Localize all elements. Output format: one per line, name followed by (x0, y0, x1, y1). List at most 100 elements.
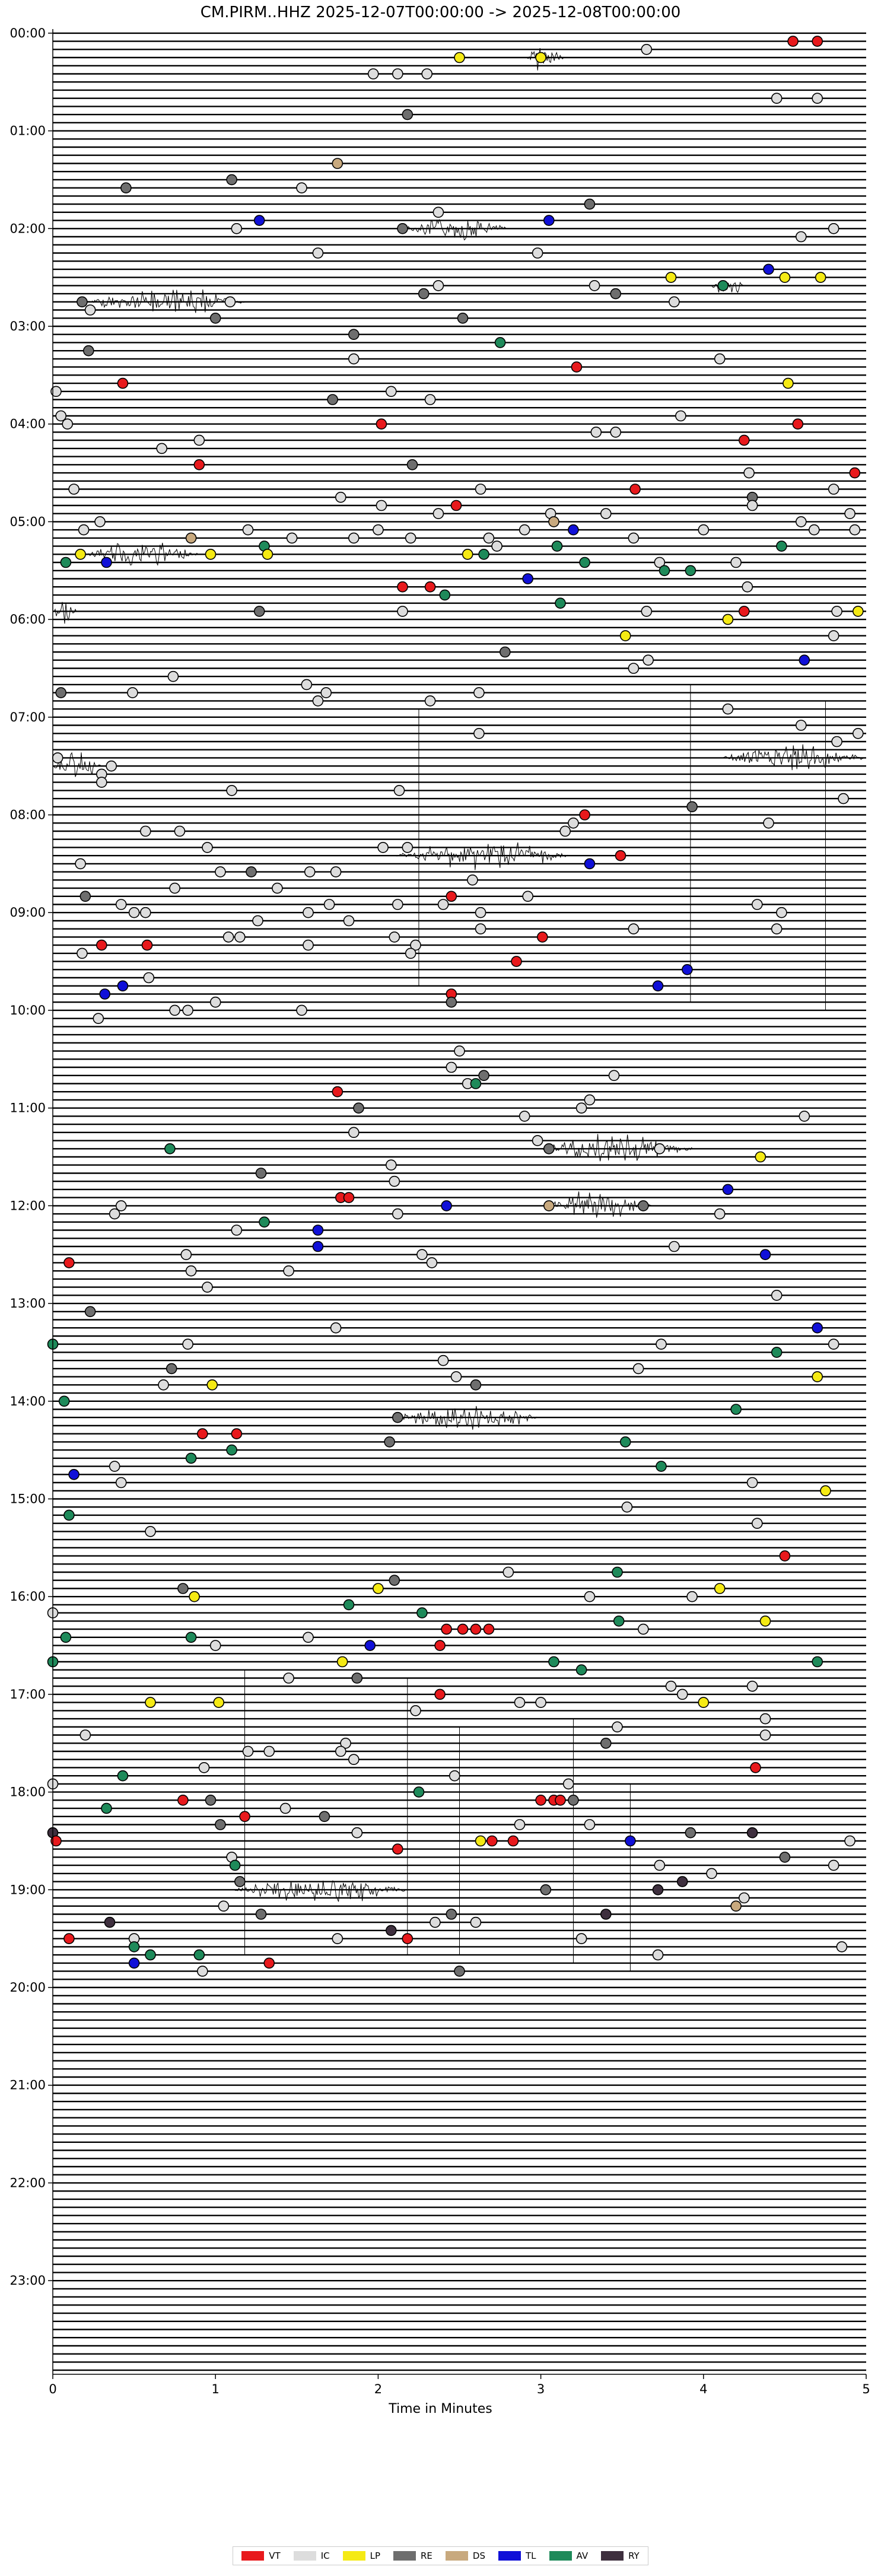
event-marker-ic (303, 939, 314, 951)
event-marker-ic (143, 972, 155, 984)
event-marker-ic (475, 907, 486, 918)
legend-swatch (241, 2551, 265, 2561)
y-tick-label: 17:00 (9, 1687, 46, 1702)
event-marker-ic (483, 532, 495, 544)
event-marker-ic (746, 1477, 758, 1489)
event-marker-lp (815, 272, 826, 283)
event-markers (47, 36, 864, 1977)
event-marker-vt (579, 809, 590, 820)
event-marker-ic (158, 1379, 169, 1391)
legend-label: TL (525, 2550, 536, 2561)
event-marker-av (730, 1404, 742, 1415)
event-marker-ic (809, 524, 820, 536)
event-marker-vt (193, 459, 205, 470)
event-marker-ic (812, 93, 823, 104)
legend-item-ds: DS (445, 2550, 485, 2561)
event-marker-lp (462, 548, 473, 560)
event-marker-vt (470, 1623, 482, 1635)
event-marker-ic (759, 1713, 771, 1725)
event-marker-lp (714, 1583, 726, 1594)
event-marker-ic (84, 304, 96, 316)
event-marker-ic (771, 923, 783, 934)
event-marker-ic (675, 410, 686, 422)
event-marker-vt (441, 1623, 452, 1635)
event-marker-ic (706, 1868, 717, 1879)
event-marker-ic (535, 1697, 546, 1708)
event-marker-vt (486, 1835, 498, 1847)
event-marker-ic (796, 231, 807, 243)
event-marker-ic (301, 679, 313, 691)
y-tick-label: 19:00 (9, 1882, 46, 1897)
event-marker-ic (432, 280, 444, 291)
event-marker-re (638, 1200, 649, 1211)
event-marker-lp (206, 1379, 218, 1391)
event-marker-vt (739, 434, 750, 446)
event-marker-ic (522, 891, 534, 902)
event-marker-ic (776, 907, 787, 918)
event-marker-vt (231, 1428, 243, 1439)
event-marker-av (575, 1664, 587, 1675)
event-marker-re (406, 459, 418, 470)
legend-label: RE (421, 2550, 432, 2561)
event-marker-av (60, 556, 72, 568)
event-marker-ic (421, 68, 433, 79)
event-marker-ic (296, 182, 307, 194)
event-marker-ic (52, 752, 63, 764)
event-marker-av (613, 1615, 625, 1627)
event-marker-ic (202, 842, 213, 853)
event-marker-av (101, 1802, 112, 1814)
event-marker-ic (222, 931, 234, 943)
event-marker-ic (348, 1754, 360, 1765)
legend-swatch (293, 2551, 316, 2561)
event-marker-lp (779, 272, 791, 283)
event-marker-tl (652, 980, 664, 992)
event-marker-ic (454, 1045, 465, 1057)
event-marker-ic (828, 1338, 839, 1350)
y-tick-label: 05:00 (9, 514, 46, 529)
event-marker-ic (140, 907, 151, 918)
event-marker-ic (367, 68, 379, 79)
event-marker-ic (226, 785, 237, 796)
event-marker-ic (473, 687, 485, 698)
event-marker-ic (514, 1819, 526, 1830)
event-marker-re (685, 1827, 696, 1839)
event-marker-re (166, 1363, 177, 1375)
event-marker-ic (94, 516, 106, 527)
event-marker-lp (820, 1485, 831, 1497)
event-marker-re (246, 866, 257, 877)
event-marker-vt (63, 1933, 75, 1944)
event-marker-vt (402, 1933, 414, 1944)
event-marker-re (226, 174, 237, 186)
event-marker-ic (449, 1770, 460, 1782)
event-marker-ic (169, 1004, 180, 1016)
event-marker-av (413, 1786, 425, 1798)
event-marker-ic (392, 68, 403, 79)
event-marker-av (470, 1078, 482, 1089)
event-marker-ic (410, 939, 421, 951)
noise-burst (85, 289, 248, 313)
event-marker-ic (828, 222, 839, 234)
event-marker-av (548, 1656, 559, 1668)
event-marker-ic (746, 1680, 758, 1692)
event-marker-ic (844, 508, 855, 520)
event-marker-ic (215, 866, 226, 877)
event-marker-re (177, 1583, 189, 1594)
noise-burst (394, 1405, 540, 1430)
event-marker-lp (535, 52, 546, 63)
y-tick-label: 11:00 (9, 1101, 46, 1115)
event-marker-vt (63, 1257, 75, 1268)
event-marker-ry (385, 1925, 397, 1936)
event-marker-ic (714, 353, 726, 365)
event-marker-ic (330, 1322, 342, 1334)
event-marker-vt (332, 1086, 344, 1098)
event-marker-av (185, 1632, 197, 1643)
event-marker-re (543, 1143, 555, 1155)
event-marker-vt (792, 418, 804, 430)
y-tick-label: 10:00 (9, 1003, 46, 1017)
event-marker-ic (470, 1916, 482, 1928)
event-marker-tl (625, 1835, 636, 1847)
event-marker-ic (109, 1461, 120, 1472)
legend: VT IC LP RE DS TL AV RY (0, 2546, 881, 2565)
event-marker-re (454, 1966, 465, 1977)
event-marker-ic (303, 907, 314, 918)
